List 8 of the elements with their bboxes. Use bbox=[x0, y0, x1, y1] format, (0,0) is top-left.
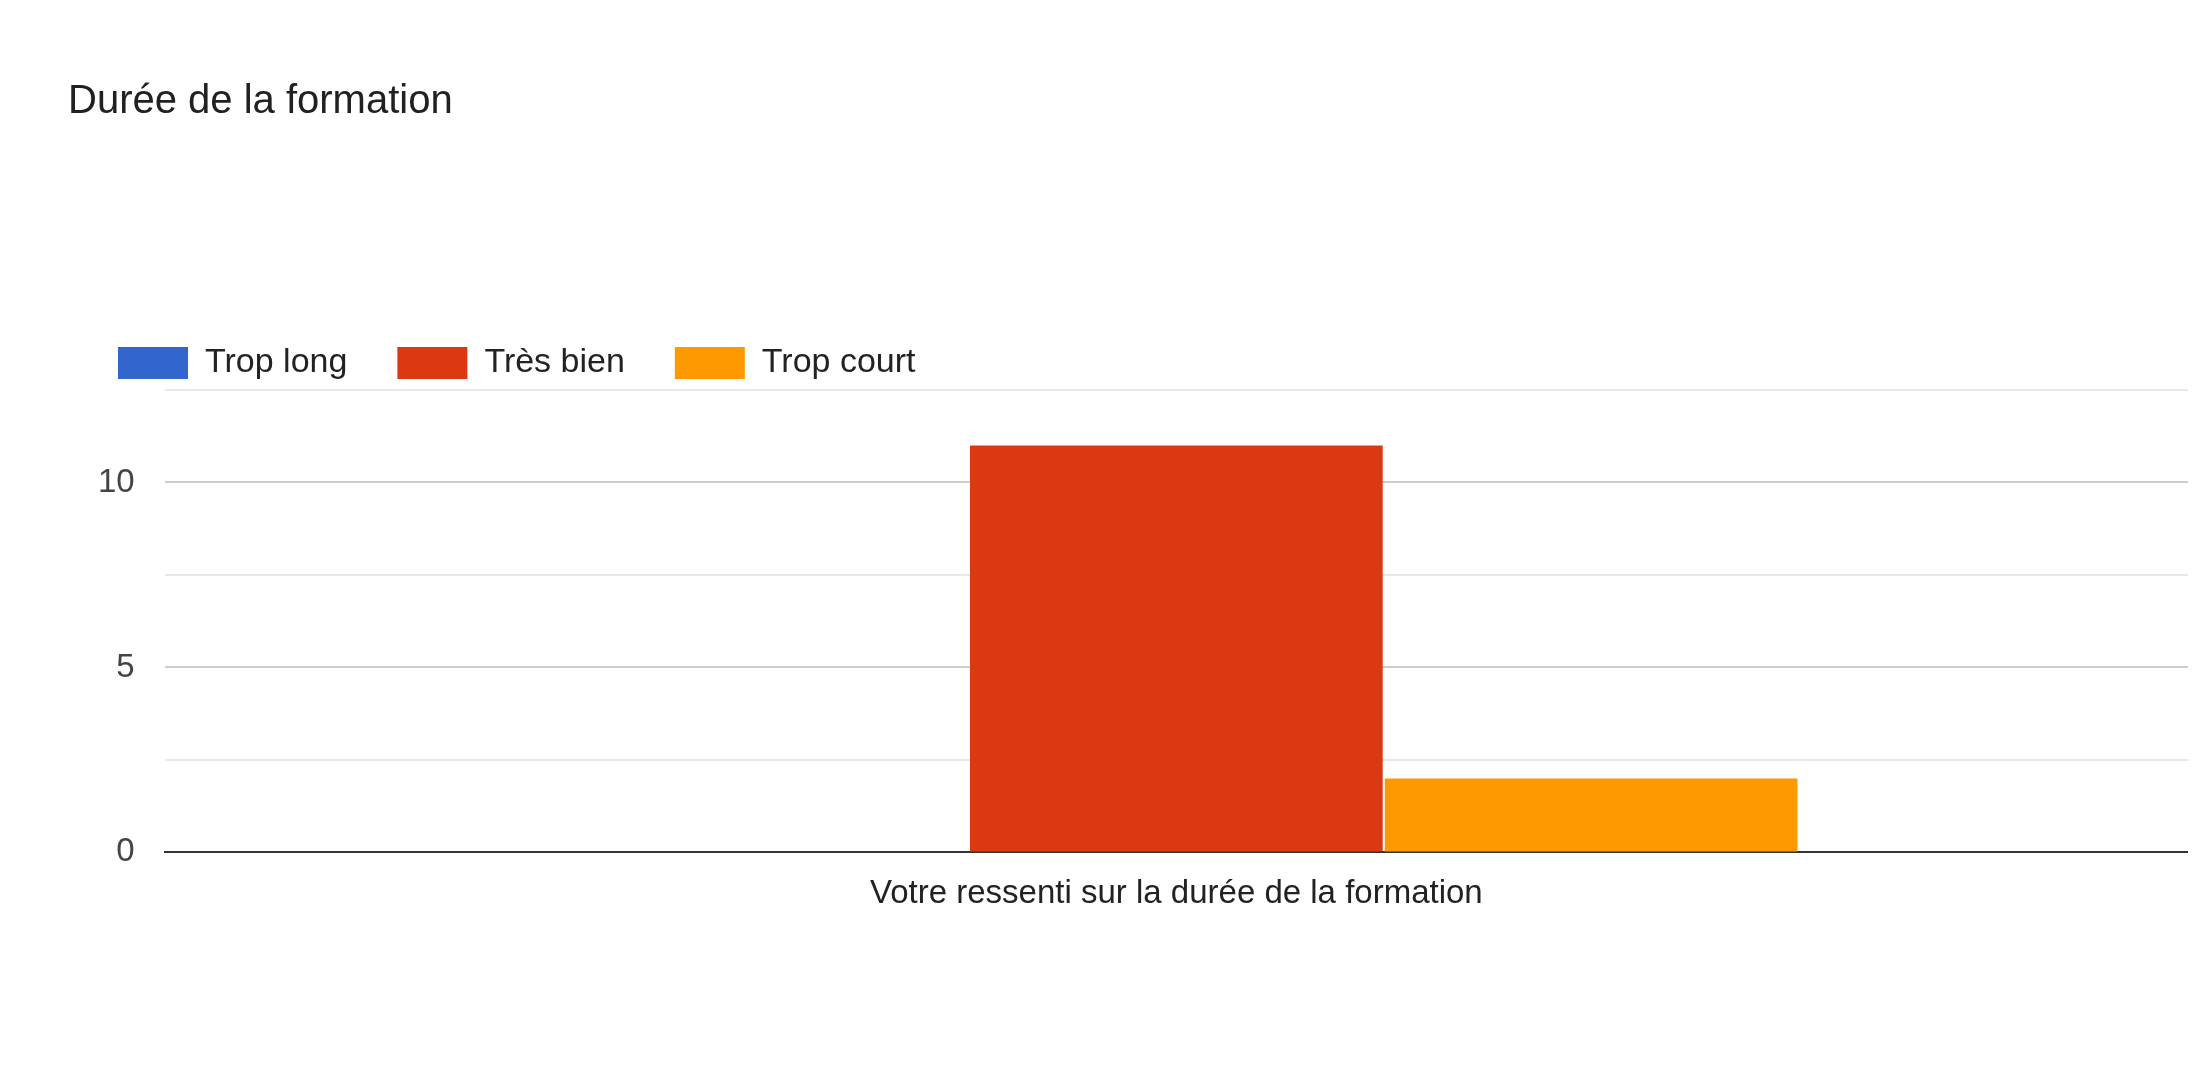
legend-label: Trop long bbox=[205, 341, 348, 380]
legend-label: Très bien bbox=[484, 341, 625, 380]
y-tick-label: 10 bbox=[97, 461, 135, 499]
y-tick-label: 0 bbox=[116, 831, 135, 869]
chart-title: Durée de la formation bbox=[68, 77, 453, 122]
x-tick-label: Votre ressenti sur la durée de la formation bbox=[870, 873, 1483, 911]
legend-label: Trop court bbox=[761, 341, 917, 380]
y-tick-label: 5 bbox=[116, 646, 135, 684]
